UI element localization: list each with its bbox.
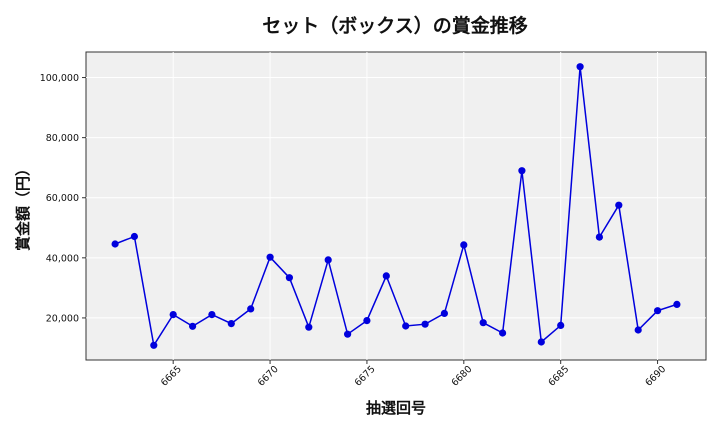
data-point bbox=[208, 311, 216, 319]
data-point bbox=[402, 322, 410, 330]
y-tick-label: 60,000 bbox=[46, 193, 79, 204]
data-point bbox=[111, 240, 119, 248]
y-tick-label: 40,000 bbox=[46, 253, 79, 264]
data-point bbox=[615, 201, 623, 209]
y-tick-label: 20,000 bbox=[46, 313, 79, 324]
y-tick-label: 100,000 bbox=[40, 73, 79, 84]
data-point bbox=[130, 232, 138, 241]
data-point bbox=[150, 341, 158, 349]
data-point bbox=[479, 319, 487, 327]
plot-area bbox=[85, 51, 707, 361]
series-layer bbox=[111, 63, 681, 349]
data-point bbox=[440, 309, 448, 317]
data-point bbox=[189, 322, 197, 330]
data-point bbox=[557, 321, 565, 329]
data-point bbox=[460, 241, 468, 249]
data-point bbox=[344, 330, 352, 338]
x-tick-label: 6670 bbox=[256, 364, 281, 389]
data-point bbox=[634, 326, 642, 334]
data-point bbox=[363, 317, 371, 325]
data-point bbox=[518, 167, 526, 175]
data-point bbox=[247, 305, 255, 313]
data-point bbox=[324, 256, 332, 264]
y-tick-label: 80,000 bbox=[46, 133, 79, 144]
data-point bbox=[537, 338, 545, 346]
x-tick-label: 6685 bbox=[546, 364, 571, 389]
x-tick-label: 6665 bbox=[159, 364, 184, 389]
data-point bbox=[227, 320, 235, 328]
x-axis-label: 抽選回号 bbox=[366, 399, 426, 417]
data-point bbox=[421, 320, 429, 328]
x-tick-label: 6675 bbox=[353, 364, 378, 389]
data-point bbox=[285, 274, 293, 282]
series-line bbox=[114, 66, 678, 348]
data-point bbox=[654, 307, 662, 315]
data-point bbox=[305, 323, 313, 331]
data-point bbox=[169, 311, 177, 319]
data-point bbox=[576, 63, 584, 71]
data-point bbox=[382, 272, 390, 280]
grid-lines bbox=[86, 52, 706, 360]
data-point bbox=[595, 233, 604, 241]
x-tick-label: 6680 bbox=[450, 364, 475, 389]
data-point bbox=[499, 329, 507, 337]
chart-title: セット（ボックス）の賞金推移 bbox=[262, 14, 527, 37]
data-point bbox=[673, 300, 681, 308]
y-axis-label: 賞金額（円） bbox=[14, 161, 32, 251]
x-tick-label: 6690 bbox=[643, 364, 668, 389]
data-point bbox=[266, 253, 274, 261]
